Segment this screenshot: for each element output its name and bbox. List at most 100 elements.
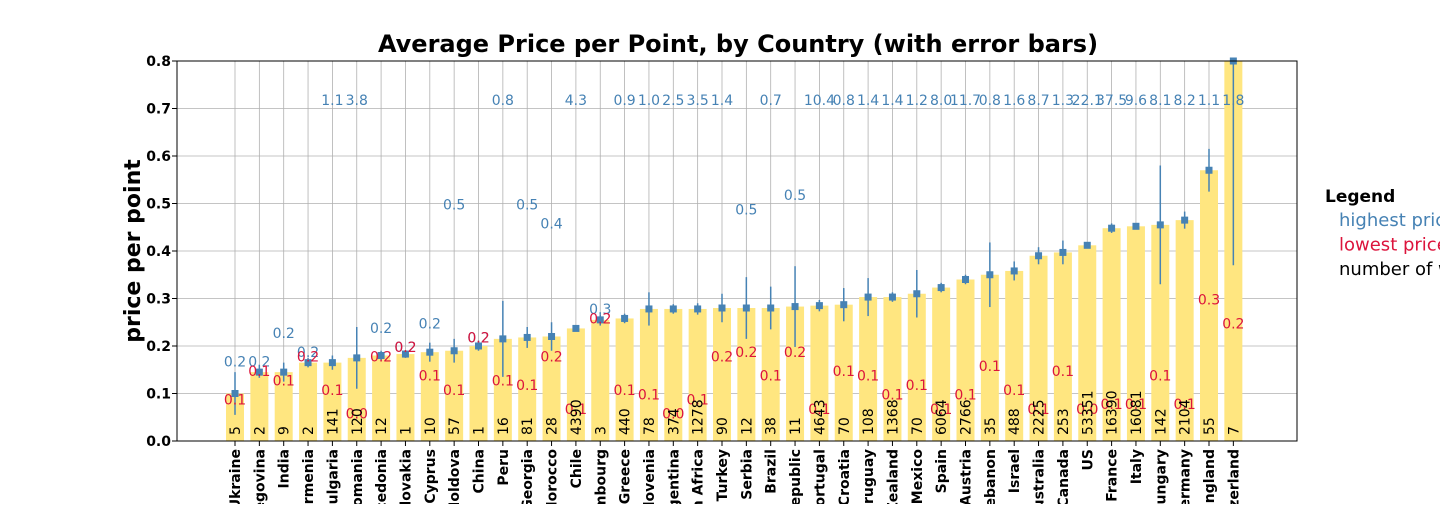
highest-price-label: 0.5 (784, 188, 806, 204)
lowest-price-label: 0.1 (613, 383, 635, 399)
lowest-price-label: 0.2 (394, 340, 416, 356)
bar (591, 319, 610, 441)
mean-point (426, 348, 434, 356)
lowest-price-label: 0.2 (711, 350, 733, 366)
highest-price-label: 11.7 (950, 93, 981, 109)
lowest-price-label: 0.1 (808, 402, 830, 418)
wine-count-label: 6064 (934, 399, 950, 435)
highest-price-label: 0.2 (297, 345, 319, 361)
mean-point (913, 290, 921, 298)
wine-count-label: 2 (301, 426, 317, 435)
wine-count-label: 28 (545, 417, 561, 435)
mean-point (377, 352, 385, 359)
lowest-price-label: 0.1 (565, 402, 587, 418)
wine-count-label: 16081 (1129, 390, 1145, 435)
lowest-price-label: 0.1 (492, 373, 514, 389)
mean-point (450, 347, 458, 355)
x-tick-label: Moldova (447, 449, 463, 504)
x-tick-label: Bulgaria (325, 449, 341, 504)
lowest-price-label: 0.1 (881, 388, 903, 404)
lowest-price-label: 0.1 (1174, 397, 1196, 413)
mean-point (1059, 248, 1067, 256)
highest-price-label: 4.3 (565, 93, 587, 109)
wine-count-label: 12 (739, 417, 755, 435)
lowest-price-label: 0.2 (467, 331, 489, 347)
bar (420, 352, 439, 441)
wine-count-label: 1 (472, 426, 488, 435)
wine-count-label: 16390 (1105, 390, 1121, 435)
lowest-price-label: 0.1 (1149, 369, 1171, 385)
bar (907, 293, 926, 441)
lowest-price-label: 0.1 (979, 359, 1001, 375)
x-tick-label: Hungary (1153, 449, 1169, 504)
bar (445, 350, 464, 441)
x-tick-label: Greece (618, 449, 634, 504)
lowest-price-label: 0.0 (346, 407, 368, 423)
x-tick-label: acedonia (374, 449, 390, 504)
mean-point (621, 314, 629, 322)
lowest-price-label: 0.1 (930, 402, 952, 418)
highest-price-label: 1.6 (1003, 93, 1025, 109)
x-tick-label: Austria (959, 449, 975, 504)
mean-point (255, 368, 263, 376)
mean-point (986, 271, 994, 279)
wine-count-label: 2104 (1178, 399, 1194, 435)
lowest-price-label: 0.1 (443, 383, 465, 399)
mean-point (280, 368, 288, 376)
x-tick-label: Armenia (301, 449, 317, 504)
bar (566, 328, 585, 441)
mean-point (1132, 222, 1140, 230)
highest-price-label: 0.5 (735, 202, 757, 218)
mean-point (694, 305, 702, 313)
lowest-price-label: 0.1 (321, 383, 343, 399)
mean-point (840, 301, 848, 309)
bar (980, 274, 999, 441)
lowest-price-label: 0.2 (784, 345, 806, 361)
highest-price-label: 8.2 (1174, 93, 1196, 109)
highest-price-label: 0.2 (273, 326, 295, 342)
highest-price-label: 0.8 (979, 93, 1001, 109)
x-tick-label: Peru (496, 449, 512, 486)
bar (615, 318, 634, 441)
y-tick-label: 0.7 (146, 102, 171, 118)
highest-price-label: 0.7 (760, 93, 782, 109)
mean-point (475, 342, 482, 350)
lowest-price-label: 0.2 (370, 350, 392, 366)
bar (737, 308, 756, 441)
lowest-price-label: 0.3 (1198, 293, 1220, 309)
y-tick-label: 0.3 (146, 292, 171, 308)
highest-price-label: 1.1 (1198, 93, 1220, 109)
highest-price-label: 0.2 (248, 354, 270, 370)
lowest-price-label: 0.1 (906, 378, 928, 394)
mean-point (815, 302, 823, 310)
x-tick-label: egovina (252, 449, 268, 504)
highest-price-label: 1.4 (857, 93, 879, 109)
bar (713, 308, 731, 441)
bar (859, 297, 878, 441)
lowest-price-label: 0.1 (833, 364, 855, 380)
x-tick-label: India (277, 449, 293, 488)
highest-price-label: 10.4 (804, 93, 835, 109)
mean-point (1181, 216, 1189, 224)
bar (226, 393, 244, 441)
wine-count-label: 1 (398, 426, 414, 435)
lowest-price-label: 0.0 (662, 407, 684, 423)
x-tick-label: Ukraine (228, 449, 244, 504)
highest-price-label: 1.3 (1052, 93, 1074, 109)
highest-price-label: 8.0 (930, 93, 952, 109)
wine-count-label: 55 (1202, 417, 1218, 435)
highest-price-label: 0.3 (589, 302, 611, 318)
x-tick-label: Croatia (837, 449, 853, 504)
x-tick-label: Serbia (739, 449, 755, 500)
bar (323, 362, 342, 441)
bar (932, 287, 951, 441)
wine-count-label: 5 (228, 426, 244, 435)
mean-point (572, 324, 580, 332)
wine-count-label: 1278 (691, 399, 707, 435)
y-tick-label: 0.4 (146, 244, 171, 260)
bar (396, 354, 415, 441)
wine-count-label: 38 (764, 417, 780, 435)
wine-count-label: 90 (715, 417, 731, 435)
bar (834, 304, 853, 441)
